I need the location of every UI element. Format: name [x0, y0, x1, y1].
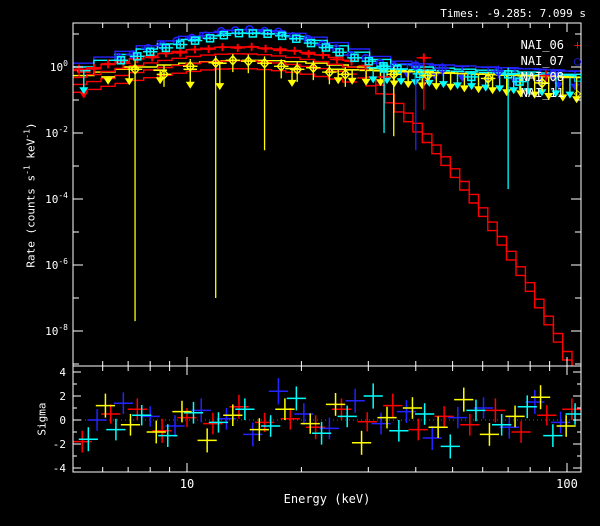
- diamond-marker-icon: ◇: [573, 86, 582, 100]
- sigma-axis-ticks: -4 -2 0 2 4: [53, 366, 581, 475]
- circle-marker-icon: ○: [573, 54, 582, 68]
- sigma-tick-label: 4: [59, 366, 66, 379]
- data-points-NAI_06: [73, 42, 554, 124]
- sigma-axis-label: Sigma: [35, 402, 49, 436]
- sigma-points-NAI_07: [87, 378, 571, 450]
- x-tick-label: 100: [556, 477, 578, 491]
- sigma-tick-label: 2: [59, 390, 66, 403]
- rate-tick-label: 10-4: [45, 191, 68, 206]
- legend-label: NAI_08: [520, 70, 564, 84]
- legend-item-NAI_08: NAI_08 □: [521, 69, 584, 85]
- square-marker-icon: □: [573, 70, 582, 84]
- axes-and-ticks: 10 100 100 10-2 10-4 10-6 10-8 -4 -2 0 2 4: [45, 22, 582, 491]
- rate-tick-label: 10-6: [45, 257, 68, 272]
- energy-axis-label: Energy (keV): [283, 492, 371, 506]
- upper-limit-arrows-NAI_11: [101, 62, 581, 104]
- sigma-points-NAI_06: [73, 393, 581, 453]
- detector-legend: NAI_06 + NAI_07 ○ NAI_08 □ NAI_11 ◇: [521, 37, 584, 101]
- data-points-NAI_11: [127, 53, 550, 322]
- sigma-points-NAI_11: [95, 385, 576, 455]
- rate-tick-label: 10-2: [45, 125, 68, 140]
- rate-tick-label: 10-8: [45, 323, 68, 338]
- sigma-tick-label: -2: [53, 438, 66, 451]
- plus-marker-icon: +: [573, 38, 582, 52]
- legend-label: NAI_11: [520, 86, 564, 100]
- legend-label: NAI_07: [520, 54, 564, 68]
- rate-tick-label: 100: [50, 59, 68, 74]
- rate-axis-ticks: 100 10-2 10-4 10-6 10-8: [45, 33, 581, 365]
- model-lines-NAI_06: [73, 46, 573, 366]
- rate-axis-label: Rate (counts s-1 keV-1): [22, 122, 38, 268]
- legend-item-NAI_07: NAI_07 ○: [521, 53, 584, 69]
- main-panel-content: [73, 25, 581, 366]
- x-axis-ticks: 10 100: [102, 23, 578, 491]
- legend-item-NAI_11: NAI_11 ◇: [521, 85, 584, 101]
- data-points-NAI_08: [113, 28, 527, 190]
- sigma-points-NAI_08: [78, 383, 581, 459]
- legend-item-NAI_06: NAI_06 +: [521, 37, 584, 53]
- sigma-tick-label: -4: [53, 462, 67, 475]
- sigma-panel-content: [73, 378, 581, 459]
- x-tick-label: 10: [180, 477, 194, 491]
- time-interval-title: Times: -9.285: 7.099 s: [440, 7, 586, 20]
- sigma-panel-frame: [72, 365, 582, 473]
- legend-label: NAI_06: [520, 38, 564, 52]
- sigma-tick-label: 0: [59, 414, 66, 427]
